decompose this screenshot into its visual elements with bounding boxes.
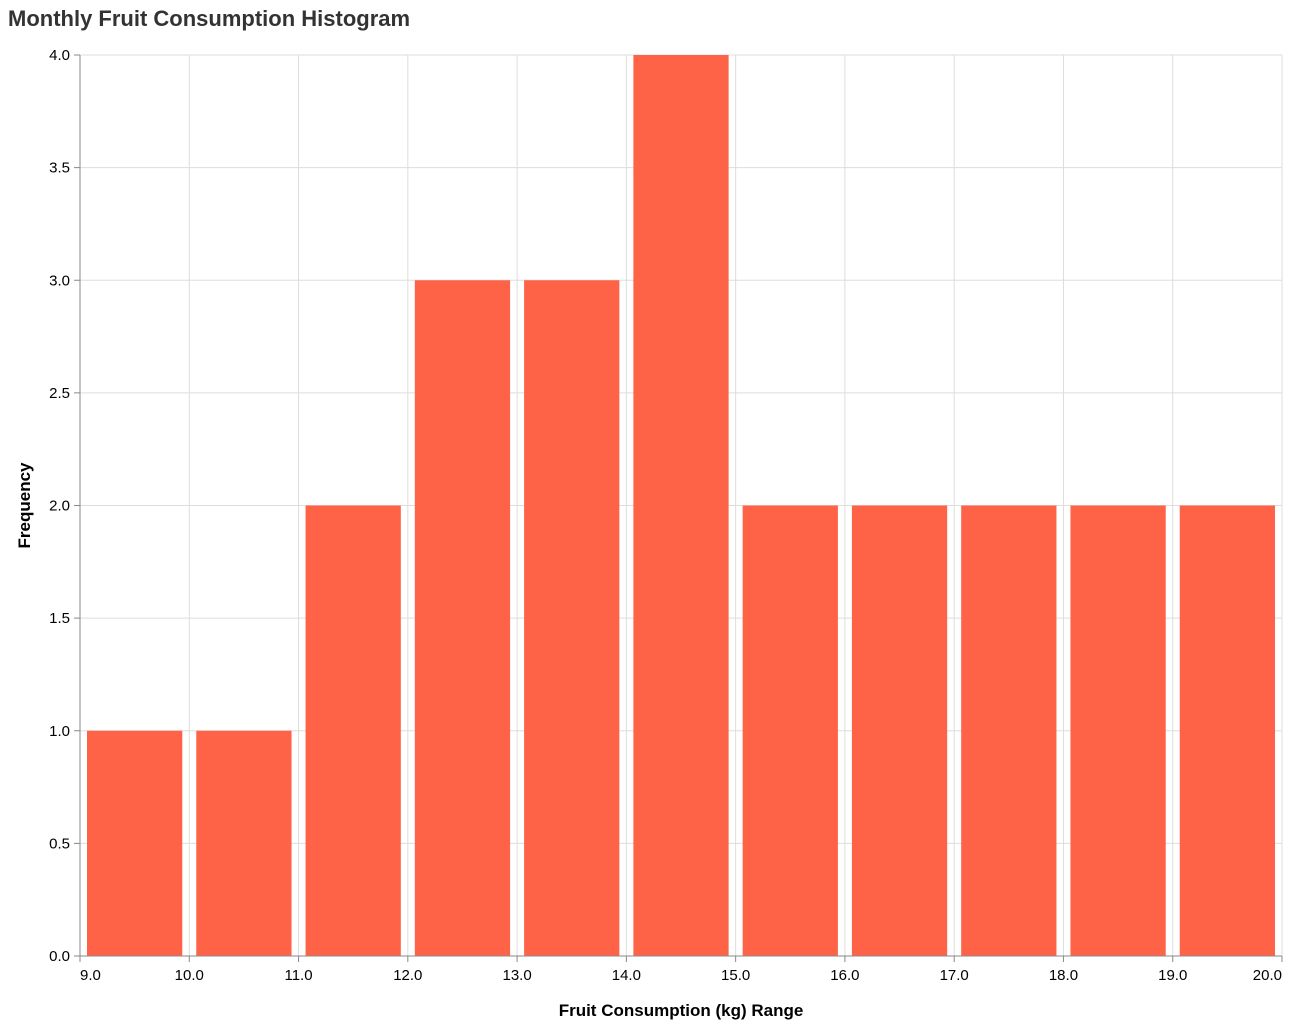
y-tick-label: 0.5 [49, 835, 70, 852]
axes: 0.0 0.5 1.0 1.5 2.0 2.5 3.0 3.5 4.0 9.0 10.0 11.0 12… [49, 47, 1283, 984]
x-tick-label: 10.0 [175, 967, 204, 984]
y-tick-label: 2.0 [49, 498, 70, 515]
y-tick-label: 3.5 [49, 160, 70, 177]
histogram-bar [851, 505, 948, 956]
histogram-bar [305, 505, 401, 956]
x-tick-label: 11.0 [284, 967, 312, 984]
x-tick-label: 9.0 [80, 967, 101, 984]
x-tick-label: 12.0 [393, 967, 422, 984]
histogram-bar [414, 280, 511, 956]
bars [87, 55, 1275, 956]
x-tick-label: 20.0 [1253, 967, 1282, 984]
y-tick-label: 3.0 [49, 272, 70, 289]
x-tick-label: 19.0 [1158, 967, 1187, 984]
y-axis-title: Frequency [15, 462, 34, 549]
histogram-bar [742, 505, 838, 956]
y-tick-label: 4.0 [49, 47, 70, 64]
histogram-bar [87, 730, 183, 956]
y-tick-label: 1.5 [49, 610, 70, 627]
x-tick-label: 14.0 [612, 967, 641, 984]
chart-title: Monthly Fruit Consumption Histogram [8, 6, 411, 31]
x-tick-label: 16.0 [830, 967, 859, 984]
histogram-bar [961, 505, 1057, 956]
histogram-bar [196, 730, 292, 956]
y-tick-label: 1.0 [49, 723, 70, 740]
x-axis-title: Fruit Consumption (kg) Range [559, 1001, 804, 1020]
x-tick-label: 13.0 [502, 967, 531, 984]
histogram-bar [1179, 505, 1275, 956]
histogram-bar [1070, 505, 1166, 956]
histogram-bar [633, 55, 729, 956]
y-tick-label: 2.5 [49, 385, 70, 402]
x-tick-label: 18.0 [1049, 967, 1078, 984]
x-tick-label: 17.0 [940, 967, 969, 984]
y-tick-label: 0.0 [49, 948, 70, 965]
x-tick-label: 15.0 [721, 967, 750, 984]
histogram-bar [524, 280, 620, 956]
